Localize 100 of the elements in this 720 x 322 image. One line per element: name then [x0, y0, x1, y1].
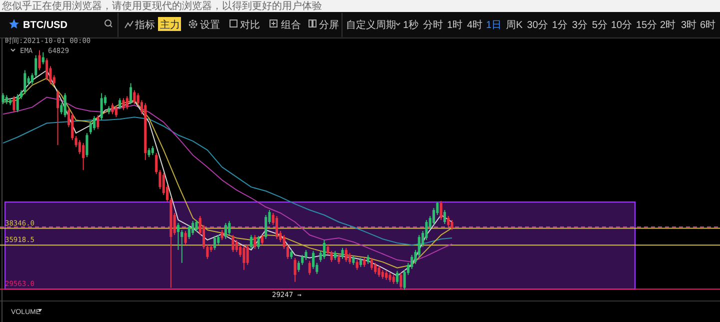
candlestick	[257, 235, 260, 250]
candlestick	[374, 262, 377, 274]
text: 设置	[200, 19, 220, 31]
candlestick	[359, 257, 362, 268]
candlestick	[370, 257, 373, 270]
candlestick	[326, 244, 330, 256]
text: 周K	[506, 20, 523, 31]
candlestick	[235, 239, 238, 252]
text: 您似乎正在使用浏览器，请使用更现代的浏览器，以得到更好的用户体验	[1, 0, 322, 12]
text: 15分	[636, 19, 658, 31]
candlestick	[30, 72, 34, 85]
candlestick	[312, 250, 315, 270]
text: 1秒	[403, 19, 419, 31]
candlestick	[78, 140, 81, 155]
candlestick	[254, 234, 256, 250]
candlestick	[162, 172, 165, 196]
candlestick	[129, 82, 132, 105]
text: 6时	[700, 19, 716, 31]
text: 30分	[527, 19, 548, 31]
text: 1日	[486, 20, 502, 31]
candlestick	[217, 234, 220, 246]
candlestick	[385, 270, 388, 280]
candlestick	[213, 235, 216, 250]
candlestick	[232, 234, 234, 252]
candlestick	[114, 106, 118, 118]
candlestick	[151, 146, 154, 156]
candlestick	[38, 50, 41, 71]
candlestick	[118, 98, 122, 110]
candlestick	[100, 92, 103, 121]
candlestick	[264, 214, 268, 240]
candlestick	[276, 215, 278, 240]
text: 1时	[447, 19, 463, 31]
candlestick	[352, 255, 355, 266]
candlestick	[220, 229, 224, 240]
text: 2时	[660, 19, 676, 31]
candlestick	[122, 98, 125, 111]
candlestick	[184, 230, 187, 246]
candlestick	[82, 142, 85, 171]
text: 10分	[611, 19, 632, 31]
candlestick	[246, 244, 249, 266]
candlestick	[443, 210, 446, 225]
candlestick	[46, 58, 48, 81]
candlestick	[334, 250, 336, 260]
candlestick	[363, 257, 366, 268]
candlestick	[224, 222, 227, 240]
candlestick	[34, 54, 38, 78]
text: 4时	[467, 19, 483, 31]
candlestick	[12, 96, 16, 113]
candlestick	[89, 120, 92, 135]
candlestick	[301, 254, 304, 266]
text: 1分	[552, 19, 568, 31]
candlestick	[242, 245, 246, 270]
text: 对比	[240, 19, 260, 31]
candlestick	[297, 260, 300, 272]
candlestick	[24, 70, 26, 95]
candlestick	[64, 92, 66, 118]
candlestick	[344, 247, 348, 262]
candlestick	[450, 219, 454, 230]
candlestick	[338, 254, 340, 264]
candlestick	[290, 249, 293, 260]
candlestick	[388, 272, 392, 282]
candlestick	[148, 148, 150, 158]
candlestick	[42, 52, 44, 65]
candlestick	[400, 272, 402, 290]
text: 自定义周期	[346, 19, 396, 31]
text: 主力	[160, 19, 180, 31]
candlestick	[440, 200, 442, 220]
candlestick	[192, 220, 194, 236]
candlestick	[432, 207, 436, 226]
candlestick	[2, 92, 4, 105]
candlestick	[250, 234, 253, 250]
text: 3时	[681, 19, 697, 31]
candlestick	[86, 132, 88, 158]
text: 组合	[281, 19, 301, 31]
candlestick	[396, 270, 399, 284]
text: 指标	[134, 19, 155, 31]
candlestick	[71, 112, 74, 141]
candlestick	[96, 114, 100, 130]
candlestick	[188, 224, 190, 240]
candlestick	[308, 260, 311, 276]
candlestick	[260, 234, 264, 246]
candlestick	[92, 116, 96, 131]
candlestick	[126, 96, 128, 110]
candlestick	[356, 259, 358, 270]
candlestick	[176, 222, 180, 250]
candlestick	[228, 220, 231, 236]
candlestick	[381, 269, 384, 280]
candlestick	[330, 250, 333, 262]
candlestick	[348, 252, 352, 264]
candlestick	[133, 90, 136, 105]
candlestick	[322, 239, 326, 260]
candlestick	[180, 229, 184, 264]
candlestick	[341, 247, 344, 260]
candlestick	[392, 274, 395, 284]
candlestick	[378, 265, 380, 278]
text: 分屏	[319, 19, 339, 31]
text: 分时	[423, 19, 443, 31]
text: 5分	[592, 19, 608, 31]
chart-title: BTC/USD	[23, 20, 68, 31]
candlestick	[195, 219, 198, 232]
